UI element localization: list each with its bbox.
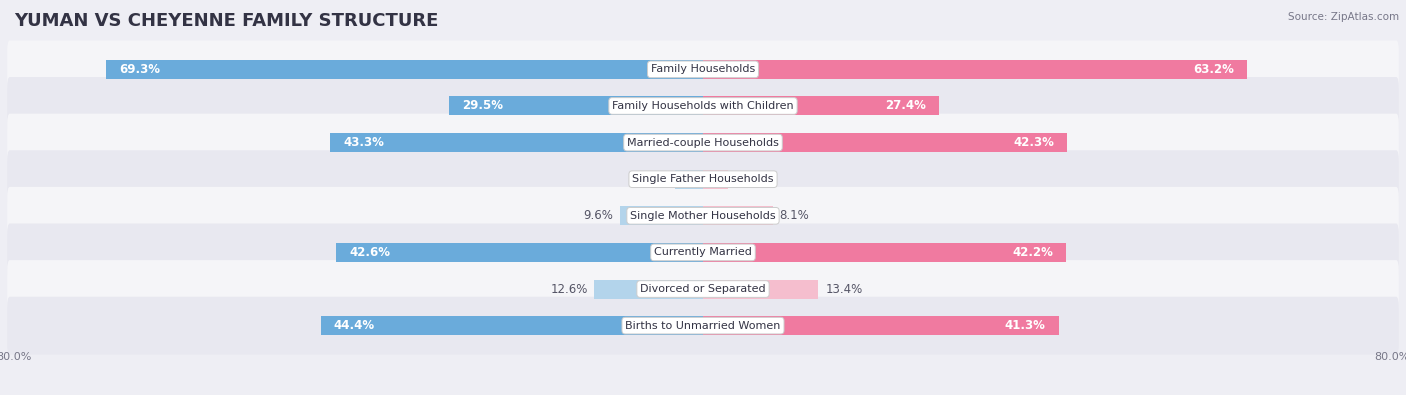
Text: 8.1%: 8.1%: [780, 209, 810, 222]
Bar: [620, 206, 703, 225]
Bar: [336, 243, 703, 262]
Text: 42.3%: 42.3%: [1014, 136, 1054, 149]
Bar: [107, 60, 703, 79]
Text: 12.6%: 12.6%: [550, 282, 588, 295]
Text: 42.2%: 42.2%: [1012, 246, 1053, 259]
Text: Family Households with Children: Family Households with Children: [612, 101, 794, 111]
Text: 13.4%: 13.4%: [825, 282, 862, 295]
Bar: [449, 96, 703, 115]
Text: 9.6%: 9.6%: [583, 209, 613, 222]
Text: Single Mother Households: Single Mother Households: [630, 211, 776, 221]
Bar: [703, 170, 728, 189]
FancyBboxPatch shape: [7, 114, 1399, 171]
Text: 43.3%: 43.3%: [343, 136, 384, 149]
FancyBboxPatch shape: [7, 224, 1399, 281]
Text: 44.4%: 44.4%: [333, 319, 374, 332]
Bar: [703, 96, 939, 115]
Text: 29.5%: 29.5%: [461, 100, 503, 113]
Text: 69.3%: 69.3%: [120, 63, 160, 76]
Text: Births to Unmarried Women: Births to Unmarried Women: [626, 321, 780, 331]
Text: 27.4%: 27.4%: [886, 100, 927, 113]
Bar: [703, 206, 773, 225]
Bar: [703, 280, 818, 299]
Text: 63.2%: 63.2%: [1194, 63, 1234, 76]
FancyBboxPatch shape: [7, 297, 1399, 355]
Bar: [330, 133, 703, 152]
FancyBboxPatch shape: [7, 260, 1399, 318]
Text: Married-couple Households: Married-couple Households: [627, 137, 779, 148]
FancyBboxPatch shape: [7, 77, 1399, 135]
FancyBboxPatch shape: [7, 187, 1399, 245]
Bar: [703, 60, 1247, 79]
Text: Currently Married: Currently Married: [654, 247, 752, 258]
Bar: [703, 243, 1066, 262]
Bar: [321, 316, 703, 335]
Bar: [675, 170, 703, 189]
Text: Family Households: Family Households: [651, 64, 755, 74]
Text: 41.3%: 41.3%: [1005, 319, 1046, 332]
Text: 3.3%: 3.3%: [638, 173, 668, 186]
Text: 2.9%: 2.9%: [735, 173, 765, 186]
Text: Source: ZipAtlas.com: Source: ZipAtlas.com: [1288, 12, 1399, 22]
Bar: [595, 280, 703, 299]
FancyBboxPatch shape: [7, 150, 1399, 208]
Bar: [703, 133, 1067, 152]
Text: Single Father Households: Single Father Households: [633, 174, 773, 184]
Bar: [703, 316, 1059, 335]
Text: 42.6%: 42.6%: [349, 246, 389, 259]
Text: YUMAN VS CHEYENNE FAMILY STRUCTURE: YUMAN VS CHEYENNE FAMILY STRUCTURE: [14, 12, 439, 30]
FancyBboxPatch shape: [7, 40, 1399, 98]
Text: Divorced or Separated: Divorced or Separated: [640, 284, 766, 294]
